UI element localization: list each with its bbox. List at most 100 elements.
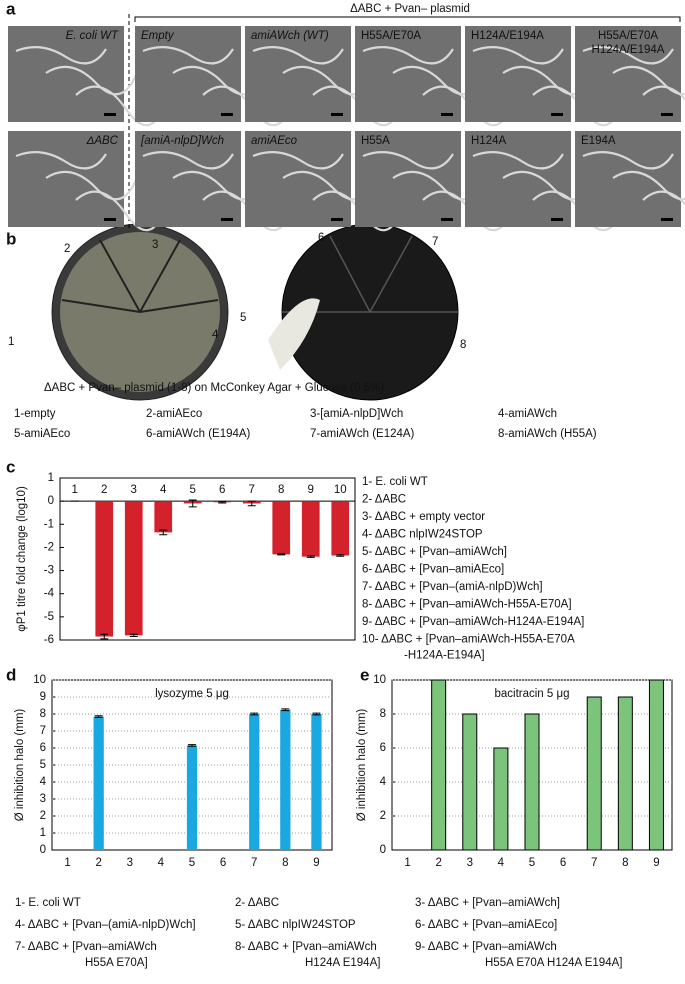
- micrograph: [465, 26, 571, 122]
- bar: [301, 501, 320, 557]
- cell-filament: [612, 170, 685, 201]
- legend-item: 8- ΔABC + [Pvan–amiAWch: [235, 941, 377, 953]
- legend-item: 3- ΔABC + empty vector: [362, 511, 485, 523]
- cell-filament: [362, 46, 454, 65]
- bar: [524, 713, 540, 851]
- scale-bar: [221, 218, 233, 221]
- plate-number: 2: [64, 243, 70, 255]
- y-tick-label: 0: [40, 844, 46, 856]
- legend-item: 2-amiAEco: [146, 408, 202, 420]
- micrograph: [575, 26, 681, 122]
- plate-number: 3: [152, 239, 158, 251]
- image-label: amiAEco: [251, 135, 298, 147]
- x-tick-label: 8: [278, 484, 284, 496]
- error-bar: [336, 554, 345, 557]
- x-tick-label: 7: [249, 484, 255, 496]
- micrograph: [8, 26, 124, 122]
- y-tick-label: 2: [380, 810, 386, 822]
- x-tick-label: 1: [72, 484, 78, 496]
- cell-filament: [252, 151, 344, 170]
- x-tick-label: 5: [190, 484, 196, 496]
- cell-filament: [142, 46, 234, 65]
- legend-item: 1- E. coli WT: [362, 476, 428, 488]
- sector-lines: [282, 235, 458, 313]
- x-tick-label: 4: [158, 857, 165, 869]
- image-label: H55A/E70A: [598, 30, 658, 42]
- x-tick-label: 1: [64, 857, 70, 869]
- y-tick-label: 1: [48, 472, 54, 484]
- scale-bar: [104, 218, 116, 221]
- x-tick-label: 2: [95, 857, 101, 869]
- y-tick-label: -3: [44, 565, 54, 577]
- x-tick-label: 7: [591, 857, 597, 869]
- x-tick-label: 9: [313, 857, 319, 869]
- micrograph: [355, 131, 461, 227]
- micrograph: [575, 131, 681, 227]
- cell-filament: [612, 65, 685, 96]
- y-tick-label: -2: [44, 541, 54, 553]
- panel-label: a: [6, 0, 16, 18]
- error-bar: [188, 744, 196, 747]
- x-tick-label: 10: [334, 484, 347, 496]
- scale-bar: [441, 113, 453, 116]
- cell-filament: [45, 170, 138, 201]
- legend-item: 8-amiAWch (H55A): [498, 428, 597, 440]
- error-bar: [94, 715, 103, 718]
- cell-filament: [582, 151, 674, 170]
- micrograph: [465, 131, 571, 227]
- x-tick-label: 3: [127, 857, 133, 869]
- y-tick-label: 0: [380, 844, 386, 856]
- cell-filament: [642, 190, 685, 206]
- plate-number: 6: [318, 232, 324, 244]
- scale-bar: [221, 113, 233, 116]
- error-bar: [159, 529, 168, 536]
- error-bar: [100, 633, 109, 640]
- y-tick-label: 10: [373, 674, 386, 686]
- error-bar: [306, 555, 315, 558]
- legend-item: 2- ΔABC: [235, 897, 279, 909]
- plate-number: 4: [212, 329, 219, 341]
- bar: [154, 501, 173, 533]
- x-tick-label: 2: [101, 484, 107, 496]
- y-tick-label: -6: [44, 634, 54, 646]
- bar: [617, 696, 633, 851]
- legend-item: 6- ΔABC + [Pvan–amiAEco]: [362, 564, 504, 576]
- cell-filament: [252, 46, 344, 65]
- bar: [124, 501, 143, 636]
- x-tick-label: 6: [560, 857, 566, 869]
- image-label: [amiA-nlpD]Wch: [140, 135, 224, 147]
- legend-item: 6- ΔABC + [Pvan–amiAEco]: [415, 919, 557, 931]
- micrograph: [355, 26, 461, 122]
- micrograph: [8, 131, 124, 227]
- bar: [249, 714, 260, 850]
- x-tick-label: 2: [435, 857, 441, 869]
- bar: [93, 716, 104, 850]
- legend-item: -H124A-E194A]: [404, 650, 485, 662]
- y-axis-label: Ø inhibition halo (mm): [356, 709, 368, 822]
- error-bar: [250, 712, 259, 716]
- legend-item: 5- ΔABC nlpIW24STOP: [235, 919, 356, 931]
- legend-item: 1- E. coli WT: [15, 897, 81, 909]
- scale-bar: [661, 218, 673, 221]
- bar: [95, 501, 114, 637]
- bar: [648, 679, 664, 851]
- legend-item: 3- ΔABC + [Pvan–amiAWch]: [415, 897, 560, 909]
- sector-lines: [61, 239, 219, 313]
- panel-label: d: [6, 665, 16, 684]
- plate-number: 1: [8, 336, 14, 348]
- scale-bar: [331, 218, 343, 221]
- cell-filament: [362, 151, 454, 170]
- image-label: H124A/E194A: [592, 44, 665, 56]
- micrograph: [245, 131, 351, 227]
- legend-item: 6-amiAWch (E194A): [146, 428, 251, 440]
- scale-bar: [441, 218, 453, 221]
- y-tick-label: 4: [40, 776, 47, 788]
- cell-filament: [642, 85, 685, 101]
- y-tick-label: -4: [44, 588, 55, 600]
- x-tick-label: 5: [529, 857, 535, 869]
- x-tick-label: 1: [404, 857, 410, 869]
- error-bar: [247, 500, 256, 507]
- image-label: E. coli WT: [66, 30, 119, 42]
- y-tick-label: 2: [40, 810, 46, 822]
- y-tick-label: 8: [40, 708, 46, 720]
